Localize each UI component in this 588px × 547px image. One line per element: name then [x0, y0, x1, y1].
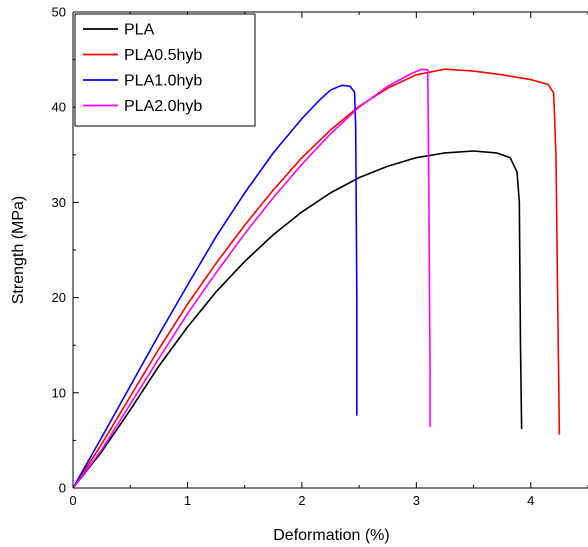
y-tick-label: 0 [59, 481, 66, 496]
y-tick-label: 10 [52, 385, 66, 400]
legend-label: PLA [124, 22, 155, 39]
series-line-1 [72, 68, 561, 489]
y-tick-label: 20 [52, 290, 66, 305]
series-line-0 [72, 150, 523, 489]
series-line-3 [72, 68, 431, 489]
x-tick-label: 1 [184, 493, 191, 508]
plot-lines [72, 68, 561, 489]
y-tick-label: 50 [52, 5, 66, 20]
legend: PLA PLA0.5hyb PLA1.0hyb PLA2.0hyb [74, 13, 256, 127]
y-axis-title: Strength (MPa) [10, 196, 27, 304]
x-tick-label: 2 [298, 493, 305, 508]
legend-label: PLA2.0hyb [124, 98, 202, 115]
x-axis-title: Deformation (%) [273, 527, 389, 544]
x-tick-label: 3 [413, 493, 420, 508]
y-tick-label: 30 [52, 195, 66, 210]
legend-label: PLA0.5hyb [124, 47, 202, 64]
legend-label: PLA1.0hyb [124, 73, 202, 90]
x-tick-label: 4 [527, 493, 534, 508]
y-tick-label: 40 [52, 100, 66, 115]
x-tick-label: 0 [69, 493, 76, 508]
series-line-2 [72, 84, 358, 489]
legend-box [74, 13, 256, 127]
